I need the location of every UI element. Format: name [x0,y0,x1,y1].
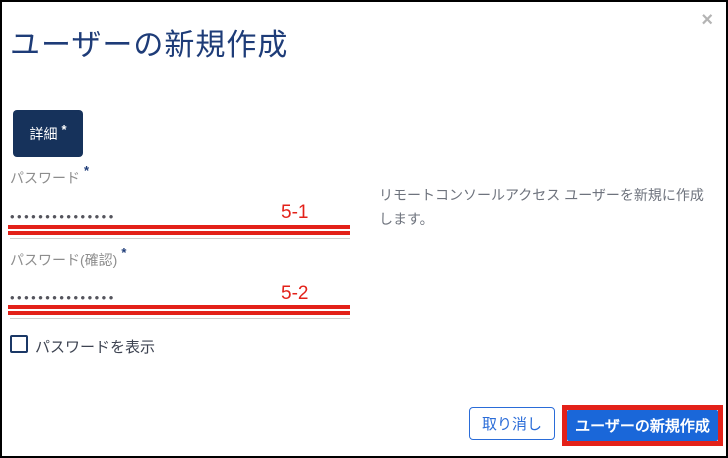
password-confirm-input[interactable] [10,288,350,306]
annotation-label-5-1: 5-1 [281,202,309,223]
password-confirm-label: パスワード(確認) * [10,245,127,268]
input-underline [10,318,350,319]
tab-details-label: 詳細 [29,125,58,142]
annotation-label-5-2: 5-2 [281,283,309,304]
show-password-label[interactable]: パスワードを表示 [35,339,156,356]
password-label: パスワード * [10,163,90,186]
tab-details[interactable]: 詳細 * [13,110,83,157]
annotation-underline [8,225,350,229]
annotation-underline [8,305,350,309]
password-input[interactable] [10,207,350,225]
close-icon[interactable]: × [701,9,713,31]
annotation-highlight-box: ユーザーの新規作成 [562,405,723,446]
input-underline [10,238,350,239]
create-user-submit-button[interactable]: ユーザーの新規作成 [567,410,718,441]
annotation-underline [8,311,350,315]
dialog-title: ユーザーの新規作成 [10,29,289,62]
show-password-checkbox[interactable] [10,335,28,353]
dialog-description: リモートコンソールアクセス ユーザーを新規に作成します。 [379,187,704,227]
cancel-button[interactable]: 取り消し [469,407,555,440]
required-marker: * [84,163,90,179]
annotation-underline [8,231,350,235]
required-marker: * [121,245,127,261]
